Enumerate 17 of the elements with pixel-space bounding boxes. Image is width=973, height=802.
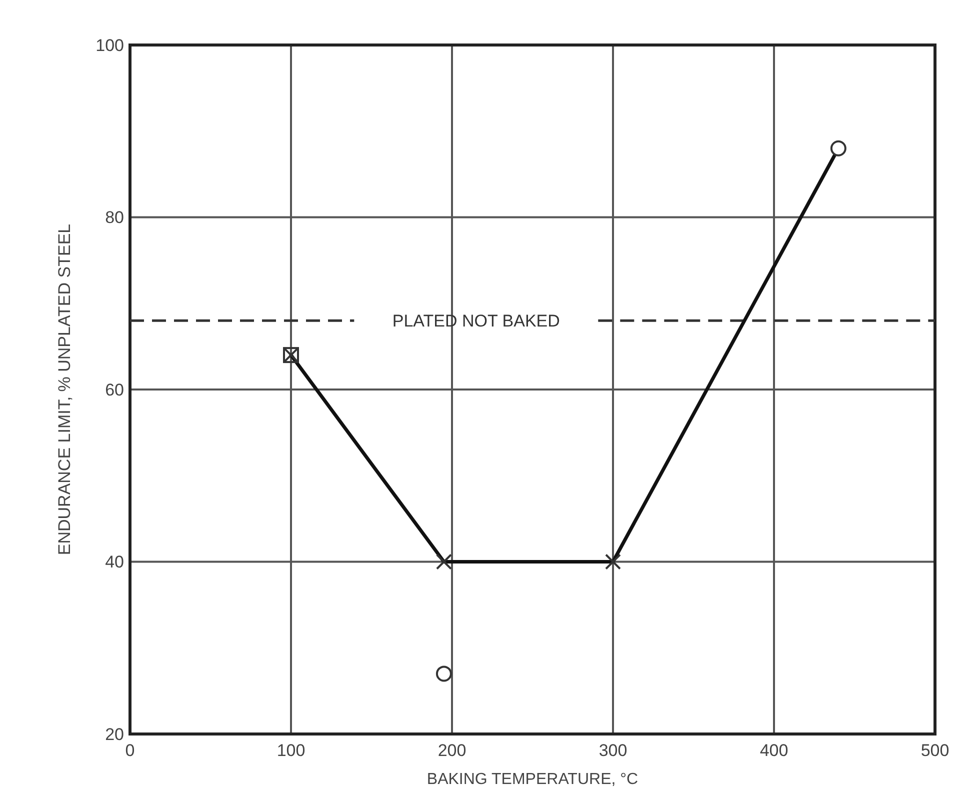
x-axis-title: BAKING TEMPERATURE, °C: [426, 771, 638, 788]
point: [605, 554, 621, 570]
y-axis-title: ENDURANCE LIMIT, % UNPLATED STEEL: [55, 224, 74, 556]
point: [436, 666, 452, 682]
point: [436, 554, 452, 570]
x-tick-label: 400: [760, 741, 788, 760]
y-tick-label: 80: [105, 208, 124, 228]
x-tick-label: 200: [438, 741, 466, 760]
y-tick-label: 20: [105, 724, 124, 744]
y-tick-label: 60: [105, 380, 124, 400]
y-tick-label: 100: [96, 36, 124, 55]
x-tick-label: 0: [125, 741, 135, 760]
x-tick-label: 500: [920, 741, 950, 760]
x-tick-label: 300: [598, 741, 628, 760]
y-tick-label: 40: [105, 552, 124, 572]
point: [830, 140, 846, 156]
x-tick-label: 100: [276, 741, 306, 760]
